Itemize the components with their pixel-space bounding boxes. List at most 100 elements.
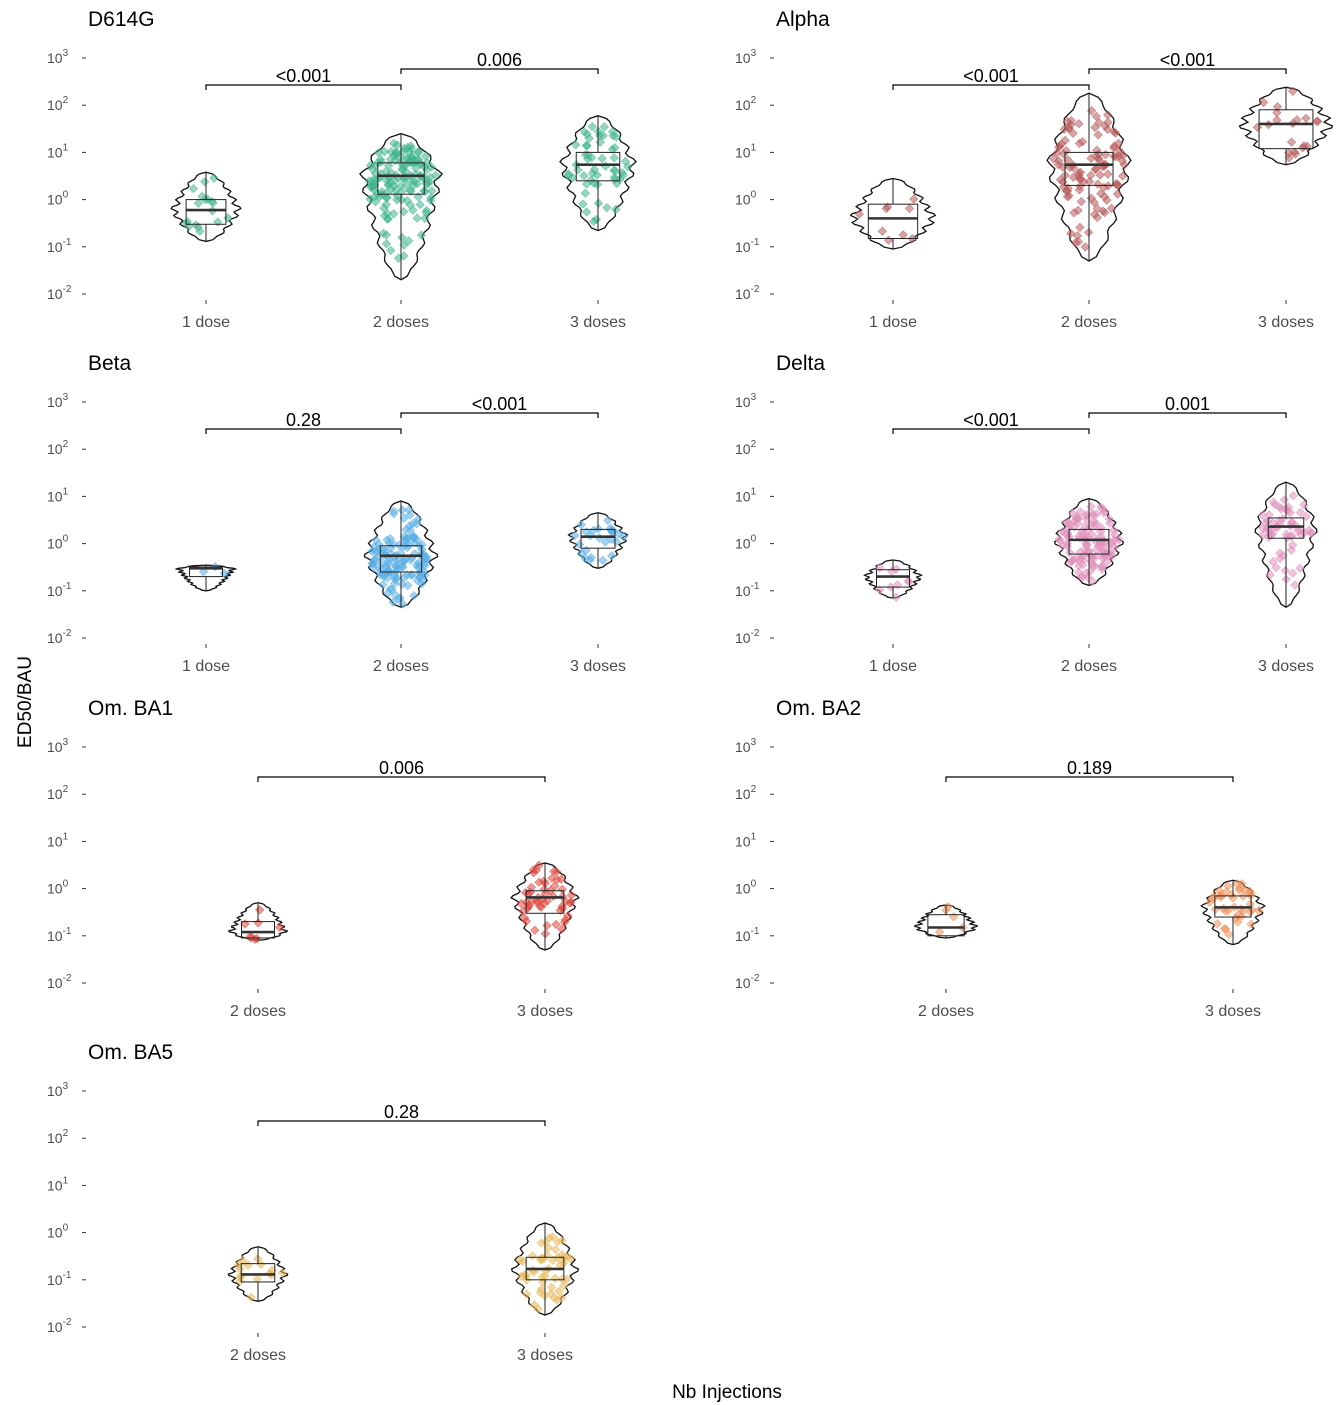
group-1-dose (170, 171, 242, 243)
data-point (1068, 128, 1078, 138)
data-point (608, 131, 618, 141)
data-point (1271, 562, 1281, 573)
y-tick-label: 100 (735, 190, 757, 208)
data-point (1054, 156, 1064, 166)
y-tick-base: 10 (47, 786, 63, 802)
data-point (1254, 905, 1264, 916)
panel-title: Om. BA2 (776, 697, 861, 720)
data-point (1077, 137, 1088, 147)
data-point (559, 1281, 569, 1291)
data-point (1103, 117, 1113, 128)
data-point (562, 1251, 572, 1262)
data-point (1301, 113, 1311, 123)
group-3-doses (1254, 481, 1318, 608)
p-value-label: 0.006 (477, 50, 522, 70)
data-point (1102, 124, 1113, 135)
data-point (413, 562, 423, 572)
group-2-doses (358, 132, 444, 281)
iqr-box (580, 528, 616, 549)
data-point (223, 213, 233, 223)
data-point (1214, 886, 1225, 896)
bracket-line (892, 428, 1090, 434)
y-tick-exponent: -1 (63, 926, 72, 937)
y-tick-label: 102 (47, 1128, 69, 1146)
data-point (1212, 919, 1222, 929)
data-point (1094, 117, 1104, 128)
p-value-label: <0.001 (472, 394, 528, 414)
y-tick-label: 100 (47, 190, 69, 208)
data-point (554, 1286, 564, 1296)
data-point (585, 555, 595, 565)
x-tick-label: 3 doses (517, 1003, 573, 1020)
data-point (1091, 164, 1101, 174)
data-point (1076, 196, 1086, 207)
y-tick-exponent: 2 (63, 784, 69, 795)
data-point (385, 584, 395, 594)
data-point (1097, 564, 1107, 574)
data-point (401, 180, 412, 190)
data-point (277, 1268, 288, 1278)
data-point (1288, 568, 1298, 578)
data-point (539, 884, 549, 894)
data-point (1067, 508, 1078, 518)
bracket-line (1088, 412, 1287, 418)
data-point (416, 230, 427, 240)
data-point (1093, 130, 1103, 140)
y-tick-exponent: 2 (63, 95, 69, 106)
y-tick-exponent: 0 (751, 190, 757, 201)
data-point (397, 164, 407, 174)
data-point (398, 557, 408, 568)
group-3-doses (1238, 86, 1334, 166)
data-point (609, 153, 619, 163)
data-point (420, 570, 430, 580)
data-point (402, 152, 413, 163)
y-tick-exponent: 1 (751, 831, 757, 842)
p-value-label: <0.001 (1160, 50, 1216, 70)
data-point (188, 183, 199, 194)
significance-bracket: <0.001 (205, 66, 402, 90)
data-point (238, 1255, 248, 1266)
y-tick-exponent: 0 (751, 879, 757, 890)
data-point (1082, 572, 1093, 582)
data-point (1304, 525, 1314, 535)
data-point (1107, 551, 1117, 561)
y-tick-label: 10-2 (47, 973, 72, 991)
y-tick-exponent: -1 (63, 237, 72, 248)
iqr-box (876, 569, 910, 588)
y-tick-base: 10 (735, 786, 751, 802)
data-point (522, 1289, 532, 1299)
y-tick-exponent: 1 (63, 1175, 69, 1186)
data-point (406, 186, 416, 196)
significance-bracket: 0.006 (400, 50, 599, 74)
data-point (378, 228, 389, 239)
data-point (407, 570, 417, 580)
data-point (375, 154, 386, 165)
data-point (1205, 897, 1215, 908)
data-point (1068, 172, 1079, 183)
data-point (193, 198, 204, 208)
x-axis-title: Nb Injections (672, 1382, 782, 1403)
y-tick-base: 10 (735, 488, 751, 504)
significance-bracket: <0.001 (892, 410, 1090, 434)
iqr-box (189, 566, 223, 578)
data-point (1118, 171, 1128, 181)
data-point (527, 896, 537, 906)
y-tick-base: 10 (735, 833, 751, 849)
y-tick-base: 10 (47, 630, 63, 646)
data-point (369, 541, 380, 552)
significance-bracket: <0.001 (1088, 50, 1287, 74)
iqr-box (575, 151, 621, 182)
data-point (1245, 907, 1255, 917)
y-tick-base: 10 (47, 536, 63, 552)
y-tick-exponent: 0 (751, 534, 757, 545)
data-point (1097, 504, 1107, 514)
data-point (1104, 513, 1114, 524)
significance-bracket: <0.001 (400, 394, 599, 418)
group-3-doses (567, 512, 629, 569)
y-tick-label: 101 (47, 142, 69, 160)
y-tick-base: 10 (47, 975, 63, 991)
data-point (1080, 511, 1091, 521)
